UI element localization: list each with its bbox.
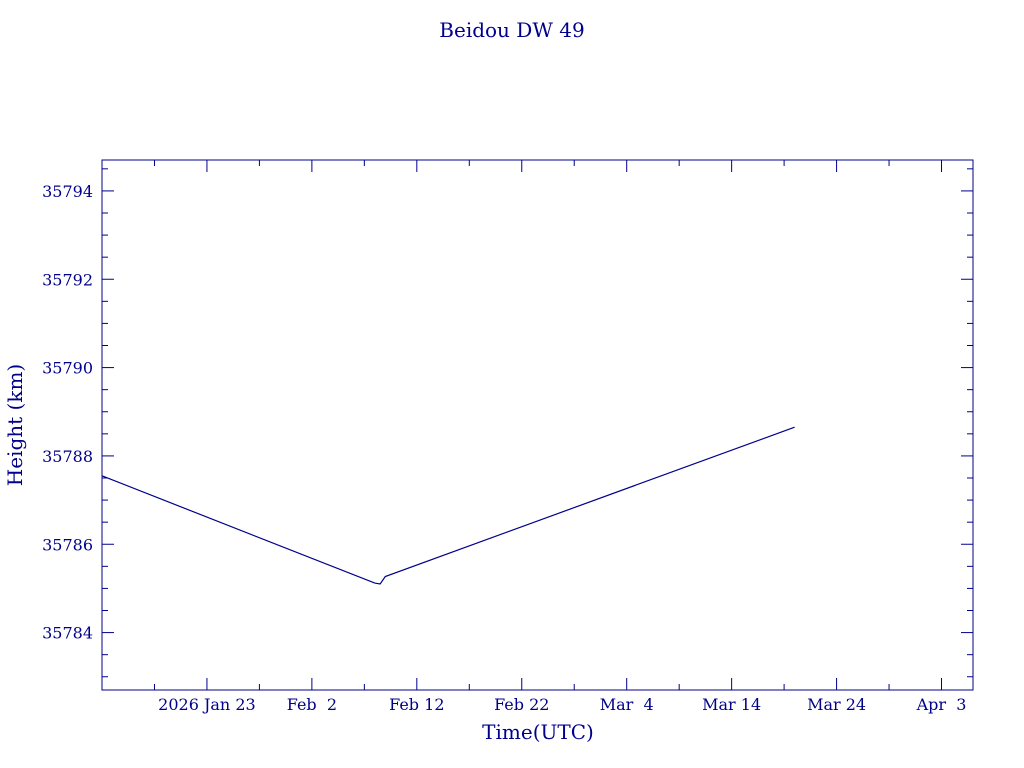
x-tick-label: Feb 12 — [389, 695, 444, 714]
y-tick-label: 35794 — [42, 182, 93, 201]
x-tick-labels: 2026 Jan 23 Feb 2 Feb 12 Feb 22 Mar 4 Mar 14 M… — [158, 695, 966, 714]
y-axis-label: Height (km) — [3, 364, 27, 486]
y-tick-label: 35792 — [42, 270, 93, 289]
height-series-line — [101, 426, 795, 585]
y-tick-label: 35788 — [42, 447, 93, 466]
x-tick-label: 2026 Jan 23 — [158, 695, 256, 714]
x-tick-label: Feb 2 — [287, 695, 337, 714]
y-tick-label: 35786 — [42, 535, 93, 554]
x-tick-label: Mar 24 — [807, 695, 866, 714]
y-tick-label: 35790 — [42, 359, 93, 378]
tick-marks — [102, 160, 973, 690]
x-tick-label: Mar 14 — [702, 695, 761, 714]
chart-title: Beidou DW 49 — [439, 18, 584, 42]
x-axis-label: Time(UTC) — [482, 720, 594, 744]
series-group — [101, 426, 795, 585]
x-tick-label: Mar 4 — [600, 695, 654, 714]
y-tick-labels: 35784 35786 35788 35790 35792 35794 — [42, 182, 93, 643]
y-tick-label: 35784 — [42, 624, 93, 643]
plot-frame — [101, 159, 974, 691]
x-tick-label: Apr 3 — [916, 695, 967, 714]
x-tick-label: Feb 22 — [494, 695, 549, 714]
